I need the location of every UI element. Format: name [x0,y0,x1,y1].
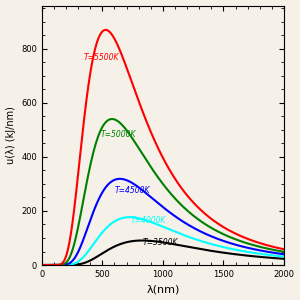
Text: T=3500K: T=3500K [142,238,178,247]
Text: T=5000K: T=5000K [101,130,137,139]
Y-axis label: u(λ) (kJ/nm): u(λ) (kJ/nm) [6,106,16,164]
Text: T=5500K: T=5500K [84,53,119,62]
Text: T=4500K: T=4500K [115,186,150,195]
Text: T=4000K: T=4000K [130,216,166,225]
X-axis label: λ(nm): λ(nm) [146,284,180,294]
